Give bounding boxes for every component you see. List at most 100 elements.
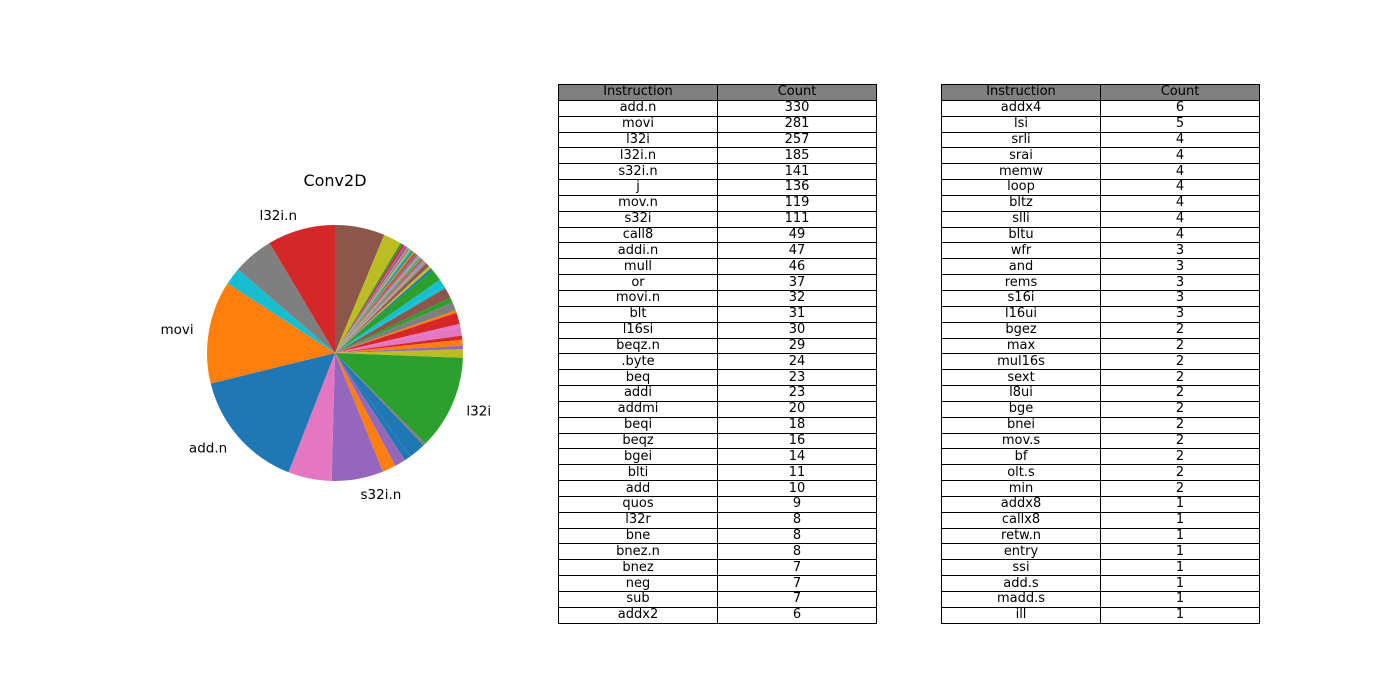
table-row: call8 49 bbox=[558, 226, 877, 244]
instruction-cell: bnei bbox=[941, 416, 1101, 434]
pie-slice-loop bbox=[335, 248, 411, 353]
pie-slice-s16i bbox=[335, 254, 418, 353]
instruction-cell: l16si bbox=[558, 321, 718, 339]
table-row: sext 2 bbox=[941, 369, 1260, 387]
table-row: addx4 6 bbox=[941, 99, 1260, 117]
count-cell: 37 bbox=[717, 274, 877, 291]
pie-slice-bgez bbox=[335, 256, 420, 353]
instruction-cell: bf bbox=[941, 448, 1101, 466]
pie-slice-srli bbox=[335, 246, 408, 353]
table-row: s32i.n 141 bbox=[558, 163, 877, 181]
pie-slice-madd-s bbox=[335, 263, 427, 353]
count-cell: 2 bbox=[1100, 369, 1260, 387]
table-row: bf 2 bbox=[941, 448, 1260, 466]
column-header-count: Count bbox=[717, 84, 877, 101]
pie-slice-l32i-n bbox=[269, 225, 335, 353]
count-cell: 2 bbox=[1100, 321, 1260, 339]
pie-slice-wfr bbox=[335, 252, 416, 353]
pie-labels: l32i s32i.n add.n movi l32i.n bbox=[160, 208, 491, 503]
pie-slice-memw bbox=[335, 248, 410, 353]
table-row: add 10 bbox=[558, 480, 877, 497]
instruction-cell: s32i.n bbox=[558, 163, 718, 181]
instruction-cell: mul16s bbox=[941, 353, 1101, 371]
pie-slice-rems bbox=[335, 253, 417, 353]
table-row: mov.s 2 bbox=[941, 432, 1260, 450]
count-cell: 3 bbox=[1100, 305, 1260, 323]
instruction-cell: addx2 bbox=[558, 606, 718, 624]
pie-slice-callx8 bbox=[335, 261, 426, 353]
table-header-row: Instruction Count bbox=[558, 84, 877, 101]
instruction-cell: bnez.n bbox=[558, 543, 718, 561]
pie-slice-mul16s bbox=[335, 257, 421, 353]
table-row: beqi 18 bbox=[558, 416, 877, 434]
table-row: bltu 4 bbox=[941, 226, 1260, 244]
pie-slice-mov-s bbox=[335, 259, 423, 353]
instruction-cell: call8 bbox=[558, 226, 718, 244]
instruction-cell: addi bbox=[558, 385, 718, 402]
table-row: wfr 3 bbox=[941, 242, 1260, 260]
instruction-cell: s16i bbox=[941, 289, 1101, 307]
count-cell: 136 bbox=[717, 179, 877, 196]
count-cell: 2 bbox=[1100, 416, 1260, 434]
table-row: srai 4 bbox=[941, 147, 1260, 165]
pie-slice-srai bbox=[335, 247, 409, 353]
instruction-cell: movi.n bbox=[558, 289, 718, 307]
table-row: s32i 111 bbox=[558, 210, 877, 228]
table-row: srli 4 bbox=[941, 131, 1260, 149]
count-cell: 46 bbox=[717, 258, 877, 276]
pie-slice-addx4 bbox=[335, 244, 405, 353]
instruction-table-right: Instruction Count addx4 6 lsi 5 srli 4 srai 4 me… bbox=[941, 84, 1260, 624]
table-row: ssi 1 bbox=[941, 559, 1260, 577]
count-cell: 7 bbox=[717, 575, 877, 592]
table-row: addx8 1 bbox=[941, 495, 1260, 513]
table-row: bnez 7 bbox=[558, 559, 877, 577]
table-row: mull 46 bbox=[558, 258, 877, 276]
table-row: lsi 5 bbox=[941, 115, 1260, 133]
count-cell: 1 bbox=[1100, 527, 1260, 545]
instruction-cell: beqz bbox=[558, 432, 718, 450]
table-row: add.s 1 bbox=[941, 575, 1260, 592]
table-row: mov.n 119 bbox=[558, 194, 877, 212]
count-cell: 2 bbox=[1100, 464, 1260, 482]
count-cell: 4 bbox=[1100, 194, 1260, 212]
table-row: bnez.n 8 bbox=[558, 543, 877, 561]
table-row: rems 3 bbox=[941, 274, 1260, 291]
count-cell: 1 bbox=[1100, 511, 1260, 529]
pie-slice-addmi bbox=[335, 279, 445, 353]
instruction-cell: ssi bbox=[941, 559, 1101, 577]
count-cell: 1 bbox=[1100, 591, 1260, 608]
instruction-cell: movi bbox=[558, 115, 718, 133]
pie-slice-bnez-n bbox=[335, 266, 431, 353]
count-cell: 16 bbox=[717, 432, 877, 450]
pie-slice-l16ui bbox=[335, 255, 419, 353]
table-row: blt 31 bbox=[558, 305, 877, 323]
instruction-table-left: Instruction Count add.n 330 movi 281 l32i 257… bbox=[558, 84, 877, 624]
count-cell: 2 bbox=[1100, 385, 1260, 402]
pie-slice-blti bbox=[335, 335, 463, 353]
instruction-cell: sext bbox=[941, 369, 1101, 387]
count-cell: 1 bbox=[1100, 575, 1260, 592]
table-row: bgez 2 bbox=[941, 321, 1260, 339]
table-row: l16si 30 bbox=[558, 321, 877, 339]
pie-label-l32i-n: l32i.n bbox=[259, 208, 297, 224]
pie-slice-quos bbox=[335, 263, 429, 353]
pie-slice-blt bbox=[335, 312, 460, 353]
count-cell: 4 bbox=[1100, 179, 1260, 196]
instruction-cell: add.s bbox=[941, 575, 1101, 592]
pie-slice-beqz bbox=[335, 339, 463, 353]
table-row: or 37 bbox=[558, 274, 877, 291]
pie-slice-bf bbox=[335, 260, 424, 353]
count-cell: 119 bbox=[717, 194, 877, 212]
pie-slice-ill bbox=[335, 263, 427, 353]
count-cell: 11 bbox=[717, 464, 877, 482]
table-row: j 136 bbox=[558, 179, 877, 196]
count-cell: 3 bbox=[1100, 274, 1260, 291]
pie-slice-entry bbox=[335, 262, 426, 353]
count-cell: 4 bbox=[1100, 226, 1260, 244]
pie-label-l32i: l32i bbox=[466, 403, 491, 419]
table-row: addx2 6 bbox=[558, 606, 877, 624]
count-cell: 330 bbox=[717, 99, 877, 117]
instruction-cell: loop bbox=[941, 179, 1101, 196]
instruction-cell: beqi bbox=[558, 416, 718, 434]
instruction-cell: addx4 bbox=[941, 99, 1101, 117]
